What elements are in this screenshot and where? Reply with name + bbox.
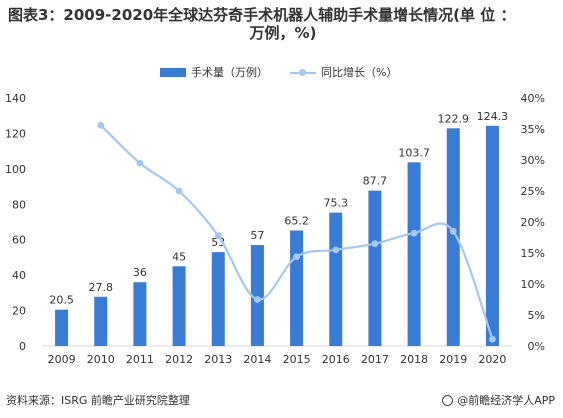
y-left-tick-label: 100 xyxy=(5,163,26,176)
growth-point xyxy=(175,187,183,195)
bar-data-label: 57 xyxy=(250,229,264,242)
bar xyxy=(55,309,69,346)
legend-item-growth: 同比增长（%） xyxy=(290,64,397,80)
bar-data-label: 36 xyxy=(133,266,147,279)
bar xyxy=(407,162,421,346)
bar xyxy=(250,245,264,346)
x-tick-label: 2020 xyxy=(478,353,506,366)
brand-logo-icon xyxy=(442,394,454,406)
y-right-tick-label: 15% xyxy=(521,247,545,260)
bar-data-label: 87.7 xyxy=(363,175,388,188)
legend-swatch-bar xyxy=(160,67,186,77)
brand-credit: @前瞻经济学人APP xyxy=(442,392,555,408)
legend-swatch-line xyxy=(290,68,316,77)
x-tick-label: 2017 xyxy=(361,353,389,366)
bar-data-label: 45 xyxy=(172,250,186,263)
x-tick-label: 2019 xyxy=(439,353,467,366)
bar xyxy=(290,230,304,346)
bar-data-label: 27.8 xyxy=(89,281,114,294)
y-right-tick-label: 40% xyxy=(521,92,545,105)
x-tick-label: 2015 xyxy=(283,353,311,366)
bar-data-label: 75.3 xyxy=(324,197,349,210)
x-tick-label: 2013 xyxy=(204,353,232,366)
y-left-tick-label: 0 xyxy=(19,340,26,353)
x-tick-label: 2014 xyxy=(243,353,271,366)
growth-point xyxy=(136,159,144,167)
y-right-tick-label: 25% xyxy=(521,185,545,198)
legend: 手术量（万例） 同比增长（%） xyxy=(0,64,563,80)
y-left-tick-label: 120 xyxy=(5,127,26,140)
bar xyxy=(133,282,147,346)
chart-title-line1: 图表3：2009-2020年全球达芬奇手术机器人辅助手术量增长情况(单 位 ： xyxy=(8,6,516,24)
source-note: 资料来源：ISRG 前瞻产业研究院整理 xyxy=(6,394,190,407)
legend-label-growth: 同比增长（%） xyxy=(321,66,398,79)
y-left-tick-label: 20 xyxy=(12,305,26,318)
y-left-tick-label: 40 xyxy=(12,269,26,282)
bar-data-label: 20.5 xyxy=(49,294,74,307)
x-tick-label: 2009 xyxy=(48,353,76,366)
y-right-tick-label: 5% xyxy=(528,309,545,322)
x-tick-label: 2012 xyxy=(165,353,193,366)
y-right-tick-label: 30% xyxy=(521,154,545,167)
x-tick-label: 2010 xyxy=(87,353,115,366)
y-right-tick-label: 0% xyxy=(528,340,545,353)
bar-data-label: 124.3 xyxy=(477,110,509,123)
bar-data-label: 65.2 xyxy=(284,215,309,228)
growth-point xyxy=(332,246,340,254)
legend-label-volume: 手术量（万例） xyxy=(191,66,268,79)
bar-data-label: 103.7 xyxy=(398,146,430,159)
bar xyxy=(94,296,108,346)
brand-text: @前瞻经济学人APP xyxy=(457,394,555,407)
bar xyxy=(329,212,343,346)
growth-point xyxy=(489,335,496,343)
growth-point xyxy=(410,229,418,237)
y-left-tick-label: 60 xyxy=(12,234,26,247)
growth-point xyxy=(214,232,222,240)
x-tick-label: 2011 xyxy=(126,353,154,366)
y-right-tick-label: 10% xyxy=(521,278,545,291)
chart-title: 图表3：2009-2020年全球达芬奇手术机器人辅助手术量增长情况(单 位 ： … xyxy=(8,6,558,42)
x-tick-label: 2018 xyxy=(400,353,428,366)
bar xyxy=(485,125,499,346)
growth-point xyxy=(449,227,457,235)
y-right-tick-label: 20% xyxy=(521,216,545,229)
y-right-tick-label: 35% xyxy=(521,123,545,136)
bar-data-label: 122.9 xyxy=(438,112,470,125)
legend-item-volume: 手术量（万例） xyxy=(160,64,268,80)
bar xyxy=(446,128,460,346)
growth-point xyxy=(293,253,300,261)
y-left-tick-label: 140 xyxy=(5,92,26,105)
y-left-tick-label: 80 xyxy=(12,198,26,211)
growth-point xyxy=(254,296,261,303)
x-tick-label: 2016 xyxy=(322,353,350,366)
chart-title-line2: 万例，%) xyxy=(249,24,317,42)
bar xyxy=(211,252,225,346)
growth-point xyxy=(371,240,379,248)
growth-point xyxy=(97,121,105,129)
bar xyxy=(172,266,186,346)
bar xyxy=(368,190,382,346)
